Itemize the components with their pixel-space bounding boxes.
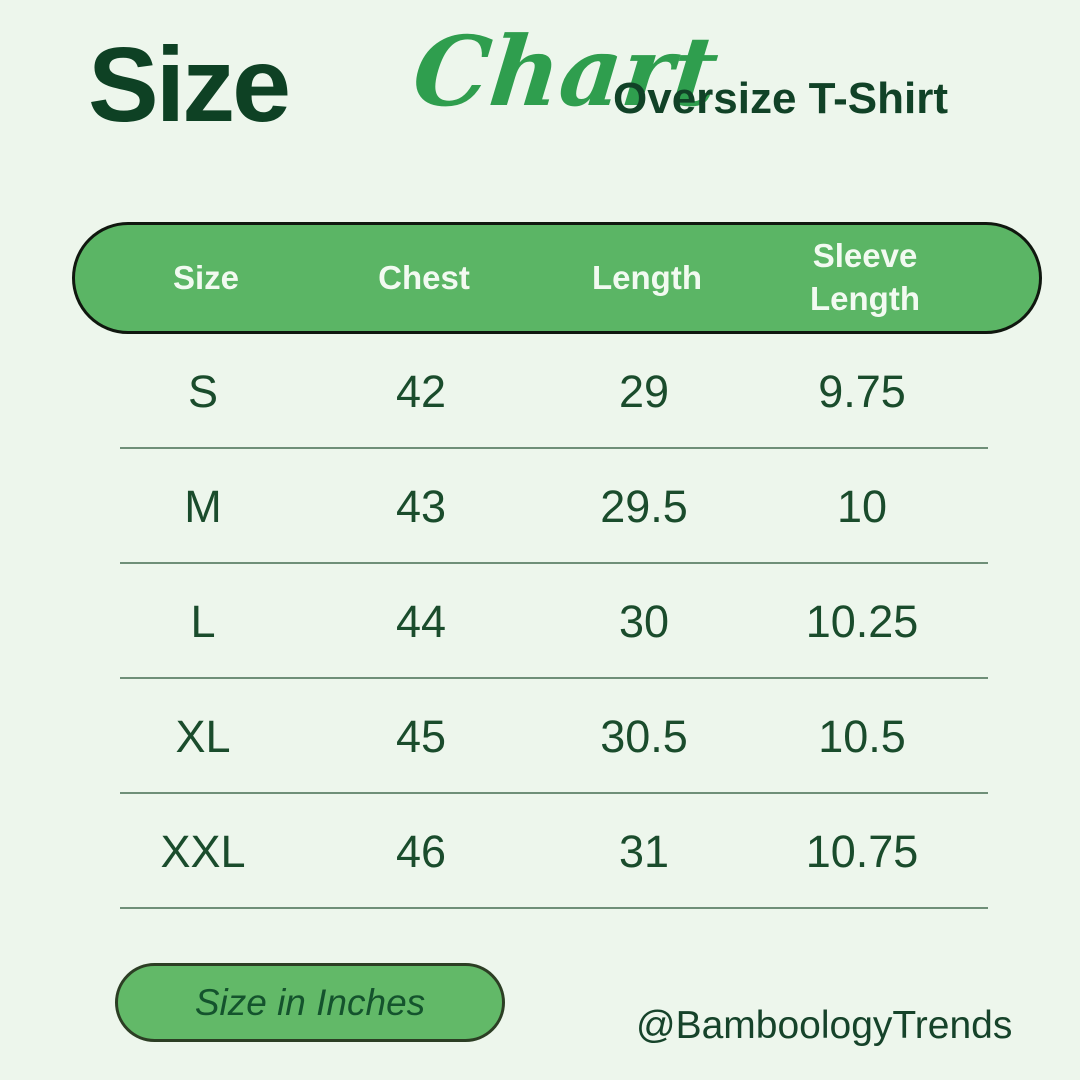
column-header-chest: Chest bbox=[378, 258, 470, 296]
cell-size: S bbox=[187, 365, 218, 417]
units-badge-label: Size in Inches bbox=[194, 981, 426, 1023]
cell-sleeve-length: 10.5 bbox=[818, 710, 906, 762]
brand-handle: @BamboologyTrends bbox=[636, 1004, 1013, 1047]
table-row: S 42 29 9.75 bbox=[72, 334, 1042, 449]
column-header-sleeve-length: Sleeve Length bbox=[810, 237, 920, 317]
cell-chest: 42 bbox=[395, 365, 447, 417]
row-divider bbox=[120, 907, 988, 909]
table-row: XL 45 30.5 10.5 bbox=[72, 679, 1042, 794]
cell-sleeve-length: 9.75 bbox=[818, 365, 906, 417]
column-header-size: Size bbox=[172, 258, 240, 296]
row-divider bbox=[120, 562, 988, 564]
cell-length: 31 bbox=[618, 825, 670, 877]
cell-size: M bbox=[184, 480, 222, 532]
product-name: Oversize T-Shirt bbox=[613, 74, 949, 123]
table-header-row: Size Chest Length Sleeve Length bbox=[72, 222, 1042, 334]
table-row: XXL 46 31 10.75 bbox=[72, 794, 1042, 909]
units-badge: Size in Inches bbox=[115, 963, 505, 1042]
cell-length: 29.5 bbox=[600, 480, 688, 532]
cell-chest: 44 bbox=[395, 595, 447, 647]
cell-sleeve-length: 10.25 bbox=[805, 595, 919, 647]
page-title-size: Size bbox=[88, 26, 291, 144]
cell-size: XL bbox=[175, 710, 231, 762]
cell-chest: 43 bbox=[395, 480, 447, 532]
row-divider bbox=[120, 447, 988, 449]
cell-size: XXL bbox=[160, 825, 246, 877]
table-row: M 43 29.5 10 bbox=[72, 449, 1042, 564]
cell-chest: 46 bbox=[395, 825, 447, 877]
cell-chest: 45 bbox=[395, 710, 447, 762]
table-row: L 44 30 10.25 bbox=[72, 564, 1042, 679]
row-divider bbox=[120, 677, 988, 679]
cell-length: 30.5 bbox=[600, 710, 688, 762]
size-table-body: S 42 29 9.75 M 43 29.5 10 L 44 30 10.25 … bbox=[72, 334, 1042, 909]
cell-size: L bbox=[190, 595, 216, 647]
cell-sleeve-length: 10.75 bbox=[805, 825, 919, 877]
cell-length: 30 bbox=[618, 595, 670, 647]
cell-length: 29 bbox=[618, 365, 670, 417]
cell-sleeve-length: 10 bbox=[836, 480, 888, 532]
row-divider bbox=[120, 792, 988, 794]
column-header-length: Length bbox=[592, 258, 702, 296]
